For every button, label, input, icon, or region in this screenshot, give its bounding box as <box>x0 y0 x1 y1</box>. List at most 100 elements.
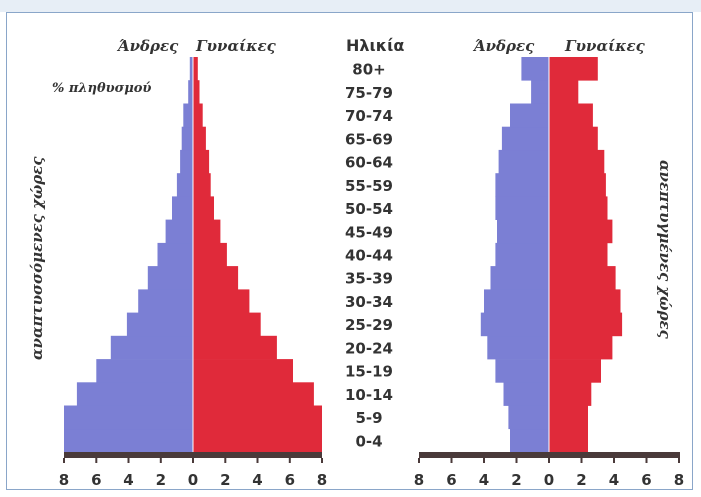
bar-men-45-49-chart0 <box>165 219 193 244</box>
bar-women-55-59-chart1 <box>549 173 606 197</box>
age-label-35-39: 35-39 <box>345 270 393 288</box>
age-label-50-54: 50-54 <box>345 200 393 218</box>
bar-men-65-69-chart1 <box>501 126 549 151</box>
x-tick-label-chart1: 4 <box>479 471 489 489</box>
bar-men-5-9-chart0 <box>64 405 193 430</box>
age-label-80+: 80+ <box>352 61 385 79</box>
bar-men-80+-chart1 <box>521 57 549 81</box>
bar-men-70-74-chart1 <box>510 103 549 128</box>
bar-men-55-59-chart1 <box>495 173 549 197</box>
bar-women-15-19-chart0 <box>193 359 293 383</box>
bar-men-20-24-chart1 <box>487 335 550 360</box>
bar-men-75-79-chart1 <box>531 80 549 104</box>
x-tick-label-chart0: 4 <box>252 471 262 489</box>
bar-women-50-54-chart0 <box>193 196 214 220</box>
bar-women-65-69-chart0 <box>193 126 206 151</box>
unit-label: % πληθυσμού <box>52 81 151 96</box>
left-legend-men: Άνδρες <box>116 37 179 55</box>
bar-women-30-34-chart1 <box>549 289 621 313</box>
bar-women-60-64-chart0 <box>193 149 210 174</box>
bar-women-80+-chart0 <box>193 57 198 81</box>
top-strip <box>0 0 701 12</box>
bar-women-60-64-chart1 <box>549 149 605 174</box>
bar-women-75-79-chart1 <box>549 80 579 104</box>
bar-men-60-64-chart1 <box>498 149 549 174</box>
age-label-15-19: 15-19 <box>345 363 393 381</box>
bar-women-0-4-chart0 <box>193 428 322 453</box>
right-axis-extension <box>420 452 680 458</box>
bar-women-20-24-chart0 <box>193 335 277 360</box>
age-label-10-14: 10-14 <box>345 386 393 404</box>
x-tick-label-chart0: 0 <box>188 471 198 489</box>
age-label-5-9: 5-9 <box>355 409 382 427</box>
bar-men-70-74-chart0 <box>183 103 193 128</box>
age-header: Ηλικία <box>346 36 404 55</box>
bar-women-80+-chart1 <box>549 57 598 81</box>
age-label-70-74: 70-74 <box>345 107 393 125</box>
bar-men-15-19-chart0 <box>96 359 194 383</box>
bar-women-40-44-chart1 <box>549 242 608 267</box>
bar-men-50-54-chart1 <box>495 196 549 220</box>
x-tick-label-chart0: 2 <box>156 471 166 489</box>
bar-women-25-29-chart0 <box>193 312 261 337</box>
bar-men-10-14-chart0 <box>76 382 193 406</box>
right-side-label: ανεπτυγμένες χώρες <box>656 160 674 340</box>
bar-women-35-39-chart0 <box>193 266 239 290</box>
bar-men-30-34-chart1 <box>484 289 549 313</box>
bar-women-15-19-chart1 <box>549 359 601 383</box>
bar-women-45-49-chart1 <box>549 219 613 244</box>
right-legend-men: Άνδρες <box>472 37 535 55</box>
bar-men-15-19-chart1 <box>495 359 549 383</box>
bar-men-80+-chart0 <box>189 57 193 81</box>
bar-women-45-49-chart0 <box>193 219 221 244</box>
x-tick-label-chart0: 8 <box>317 471 327 489</box>
bar-women-70-74-chart0 <box>193 103 203 128</box>
bar-women-75-79-chart0 <box>193 80 200 104</box>
bar-women-30-34-chart0 <box>193 289 250 313</box>
bar-women-70-74-chart1 <box>549 103 593 128</box>
x-tick-label-chart0: 6 <box>285 471 295 489</box>
age-label-75-79: 75-79 <box>345 84 393 102</box>
age-label-60-64: 60-64 <box>345 154 393 172</box>
age-label-0-4: 0-4 <box>355 432 382 450</box>
age-label-65-69: 65-69 <box>345 130 393 148</box>
x-tick-label-chart1: 2 <box>576 471 586 489</box>
bar-women-25-29-chart1 <box>549 312 623 337</box>
bar-women-65-69-chart1 <box>549 126 598 151</box>
bar-men-50-54-chart0 <box>172 196 193 220</box>
bar-women-20-24-chart1 <box>549 335 613 360</box>
x-tick-label-chart1: 2 <box>511 471 521 489</box>
x-tick-label-chart1: 8 <box>414 471 424 489</box>
bar-men-65-69-chart0 <box>181 126 193 151</box>
bar-women-5-9-chart1 <box>549 405 588 430</box>
bar-men-25-29-chart1 <box>480 312 550 337</box>
bar-men-60-64-chart0 <box>180 149 193 174</box>
bar-men-45-49-chart1 <box>497 219 549 244</box>
x-tick-label-chart0: 2 <box>220 471 230 489</box>
bar-women-55-59-chart0 <box>193 173 211 197</box>
bar-men-75-79-chart0 <box>188 80 193 104</box>
bar-men-35-39-chart1 <box>490 266 549 290</box>
age-label-25-29: 25-29 <box>345 316 393 334</box>
age-label-45-49: 45-49 <box>345 223 393 241</box>
x-tick-label-chart0: 8 <box>59 471 69 489</box>
bar-men-30-34-chart0 <box>138 289 193 313</box>
x-tick-label-chart0: 6 <box>91 471 101 489</box>
bar-women-35-39-chart1 <box>549 266 616 290</box>
x-tick-label-chart1: 8 <box>674 471 684 489</box>
bar-men-5-9-chart1 <box>508 405 549 430</box>
bar-women-10-14-chart1 <box>549 382 592 406</box>
age-label-30-34: 30-34 <box>345 293 393 311</box>
x-tick-label-chart1: 4 <box>609 471 619 489</box>
age-label-20-24: 20-24 <box>345 339 393 357</box>
bar-men-0-4-chart0 <box>64 428 193 453</box>
bar-women-10-14-chart0 <box>193 382 314 406</box>
left-legend-women: Γυναίκες <box>195 37 277 55</box>
x-axis-chart0 <box>64 452 322 458</box>
bar-women-50-54-chart1 <box>549 196 608 220</box>
x-tick-label-chart1: 6 <box>641 471 651 489</box>
right-legend-women: Γυναίκες <box>564 37 646 55</box>
bar-men-40-44-chart0 <box>157 242 193 267</box>
age-label-55-59: 55-59 <box>345 177 393 195</box>
